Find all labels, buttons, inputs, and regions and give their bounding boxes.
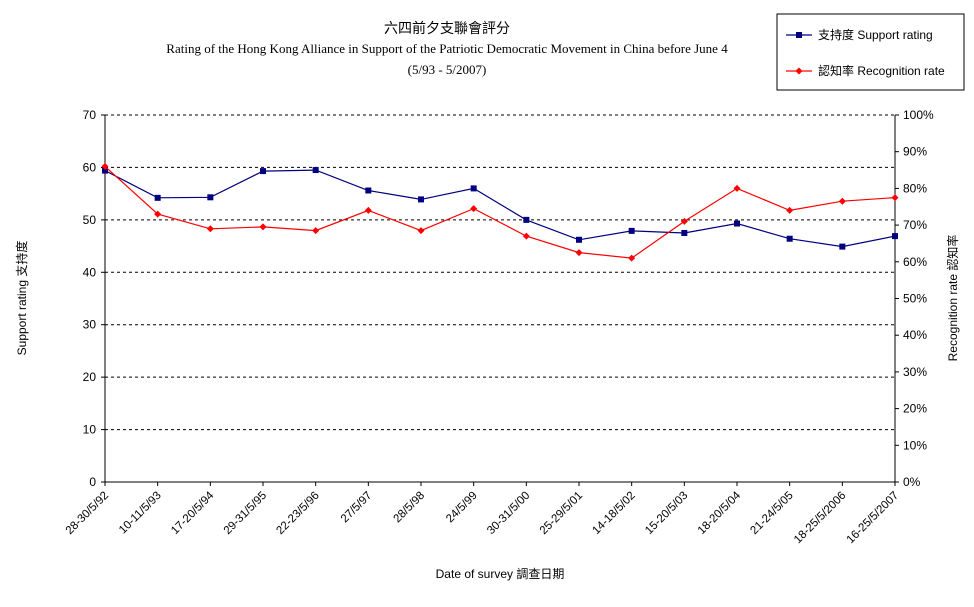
chart-title: 六四前夕支聯會評分 xyxy=(384,20,510,37)
y-tick-label: 20 xyxy=(83,370,97,384)
recognition-rate-point xyxy=(786,206,794,214)
y2-tick-label: 10% xyxy=(903,438,927,452)
x-tick-label: 21-24/5/05 xyxy=(748,490,795,537)
recognition-rate-point xyxy=(470,205,478,213)
recognition-rate-point xyxy=(312,227,320,235)
y2-tick-label: 20% xyxy=(903,402,927,416)
x-axis-label: Date of survey 調查日期 xyxy=(436,567,565,581)
x-tick-label: 18-20/5/04 xyxy=(696,489,744,537)
legend-support-marker xyxy=(796,32,802,38)
support-rating-line xyxy=(104,169,896,248)
support-rating-point xyxy=(892,233,898,240)
y-tick-label: 60 xyxy=(83,160,97,174)
legend-recognition-marker xyxy=(795,67,803,75)
x-tick-label: 25-29/5/01 xyxy=(538,490,585,537)
y-axis-label: Support rating 支持度 xyxy=(14,241,29,356)
recognition-rate-point xyxy=(680,217,688,225)
x-tick-label: 27/5/97 xyxy=(339,490,375,526)
support-rating-point xyxy=(681,229,688,236)
x-tick-label: 22-23/5/96 xyxy=(274,490,321,537)
support-rating-point xyxy=(576,236,582,243)
support-rating-point xyxy=(260,168,266,175)
x-tick-label: 10-11/5/93 xyxy=(117,490,164,537)
grid-layer xyxy=(105,114,895,431)
support-rating-point xyxy=(365,187,372,194)
y2-tick-label: 70% xyxy=(903,218,927,232)
support-rating-point xyxy=(786,235,793,242)
support-rating-point xyxy=(839,243,846,250)
y-tick-label: 10 xyxy=(83,423,97,437)
y2-tick-label: 100% xyxy=(903,108,934,122)
support-rating-point xyxy=(102,167,108,174)
y2-tick-label: 40% xyxy=(903,328,927,342)
recognition-rate-point xyxy=(522,232,530,240)
recognition-rate-point xyxy=(838,197,846,205)
recognition-rate-point xyxy=(101,162,109,170)
x-tick-label: 30-31/5/00 xyxy=(485,490,532,537)
x-tick-label: 15-20/5/03 xyxy=(643,490,690,537)
x-tick-label: 28-30/5/92 xyxy=(64,490,111,537)
support-rating-point xyxy=(207,194,214,201)
legend-recognition-label: 認知率 Recognition rate xyxy=(818,63,945,78)
series-layer xyxy=(101,162,899,262)
recognition-rate-point xyxy=(575,249,583,257)
chart-subtitle-dates: (5/93 - 5/2007) xyxy=(408,62,487,77)
support-rating-point xyxy=(628,227,635,234)
x-tick-label: 28/5/98 xyxy=(392,490,428,526)
axes-layer: 0 10 20 30 40 50 60 70 0% 10% 20% 30% 40% 50% 60% 70% 80… xyxy=(64,108,934,546)
recognition-rate-point xyxy=(733,184,741,192)
x-tick-label: 29-31/5/95 xyxy=(222,490,269,537)
y-tick-label: 0 xyxy=(89,475,96,489)
recognition-rate-point xyxy=(364,206,372,214)
support-rating-point xyxy=(734,220,740,227)
legend-support-label: 支持度 Support rating xyxy=(818,27,933,42)
x-tick-label: 24/5/99 xyxy=(444,490,480,526)
x-tick-label: 17-20/5/94 xyxy=(169,489,217,537)
y2-tick-label: 30% xyxy=(903,365,927,379)
recognition-rate-line xyxy=(104,165,896,259)
recognition-rate-point xyxy=(891,194,899,202)
y2-tick-label: 90% xyxy=(903,145,927,159)
chart-subtitle: Rating of the Hong Kong Alliance in Supp… xyxy=(166,41,728,56)
recognition-rate-point xyxy=(628,254,636,262)
x-tick-label: 14-18/5/02 xyxy=(590,490,637,537)
support-rating-point xyxy=(312,167,319,174)
legend: 支持度 Support rating 認知率 Recognition rate xyxy=(776,13,965,91)
legend-frame xyxy=(776,13,965,91)
y-tick-label: 50 xyxy=(83,213,97,227)
support-rating-point xyxy=(418,196,424,203)
recognition-rate-point xyxy=(154,210,162,218)
y-tick-label: 70 xyxy=(83,108,97,122)
recognition-rate-point xyxy=(259,223,267,231)
recognition-rate-point xyxy=(206,225,214,233)
x-tick-label: 18-25/5/2006 xyxy=(792,490,848,546)
recognition-rate-point xyxy=(417,227,425,235)
y-tick-label: 40 xyxy=(83,265,97,279)
support-rating-point xyxy=(154,194,161,201)
y2-axis-label: Recognition rate 認知率 xyxy=(945,235,960,362)
support-rating-point xyxy=(470,185,477,192)
y-tick-label: 30 xyxy=(83,318,97,332)
support-rating-point xyxy=(523,216,530,223)
y2-tick-label: 80% xyxy=(903,181,927,195)
x-tick-label: 16-25/5/2007 xyxy=(845,490,901,546)
y2-tick-label: 50% xyxy=(903,292,927,306)
y2-tick-label: 0% xyxy=(903,475,921,489)
y2-tick-label: 60% xyxy=(903,255,927,269)
